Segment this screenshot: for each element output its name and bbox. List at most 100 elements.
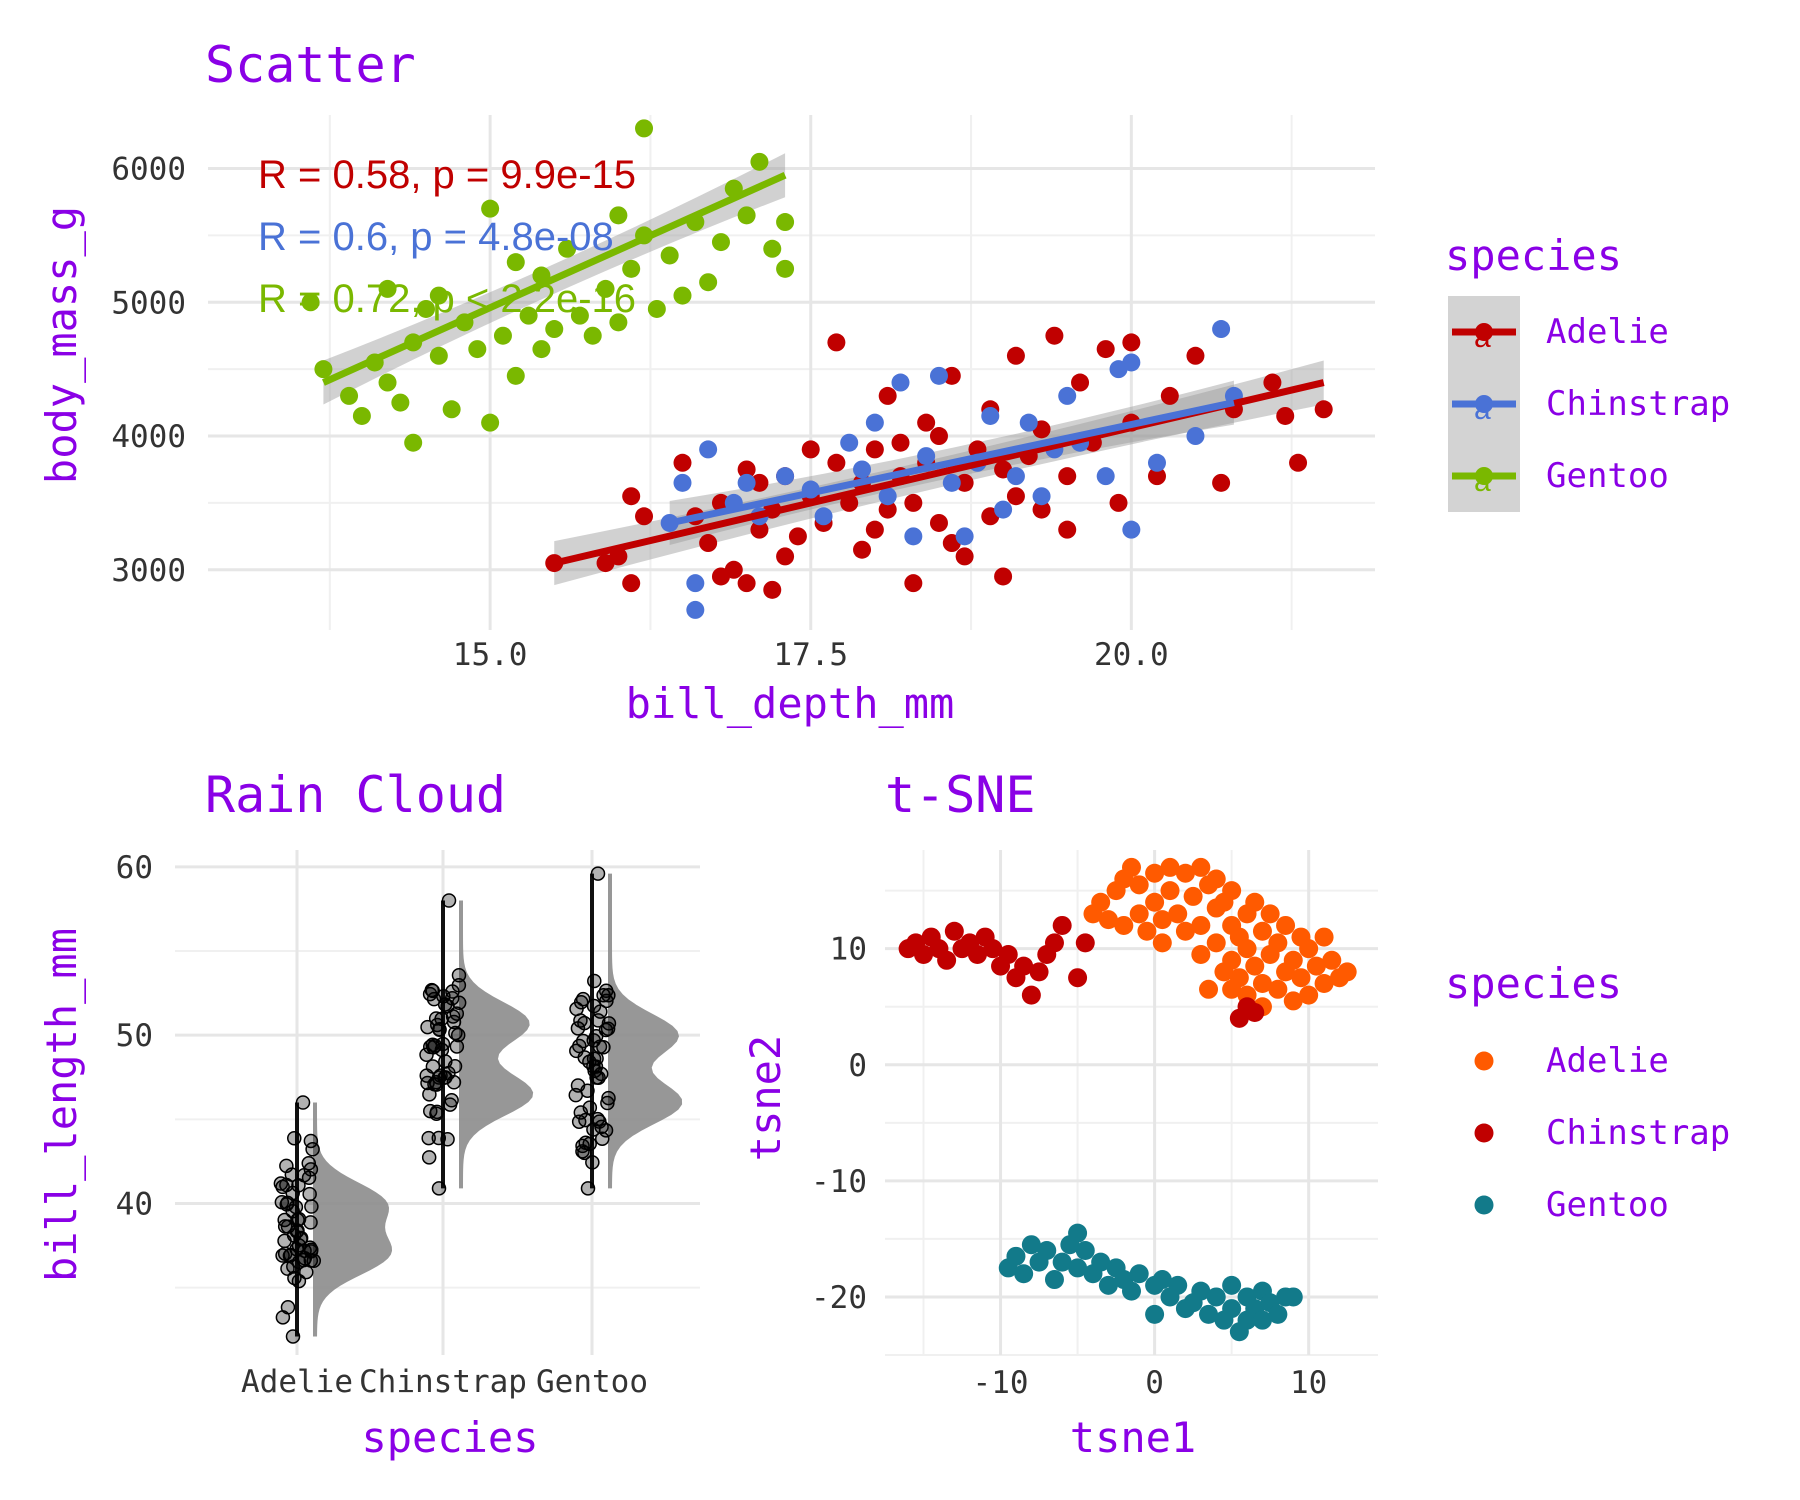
tsne-y-tick-label: -10 bbox=[811, 1164, 867, 1200]
scatter-point-chinstrap bbox=[686, 574, 705, 593]
jitter-point-adelie bbox=[291, 1273, 307, 1289]
scatter-point-chinstrap bbox=[865, 413, 884, 432]
scatter-point-chinstrap bbox=[1186, 427, 1205, 446]
scatter-x-tick-label: 17.5 bbox=[773, 637, 848, 673]
jitter-point-chinstrap bbox=[431, 1181, 447, 1196]
scatter-point-chinstrap bbox=[1032, 487, 1051, 506]
tsne-point-adelie bbox=[1276, 915, 1296, 935]
tsne-point-adelie bbox=[1322, 950, 1342, 970]
tsne-point-adelie bbox=[1191, 944, 1211, 964]
tsne-point-adelie bbox=[1175, 863, 1195, 883]
tsne-point-adelie bbox=[1129, 875, 1149, 895]
scatter-point-gentoo bbox=[622, 259, 641, 278]
tsne-point-adelie bbox=[1222, 950, 1242, 970]
scatter-point-chinstrap bbox=[776, 467, 795, 486]
tsne-point-adelie bbox=[1245, 956, 1265, 976]
tsne-legend: species Adelie Chinstrap Gentoo bbox=[1445, 959, 1730, 1225]
scatter-point-adelie bbox=[942, 366, 961, 385]
raincloud-x-tick-label: Adelie bbox=[241, 1364, 353, 1400]
tsne-point-gentoo bbox=[1068, 1258, 1088, 1278]
tsne-point-adelie bbox=[1206, 933, 1226, 953]
scatter-point-adelie bbox=[737, 460, 756, 479]
tsne-point-adelie bbox=[1306, 956, 1326, 976]
jitter-point-gentoo bbox=[580, 1181, 596, 1196]
raincloud-tick-labels: 40 50 60 Adelie Chinstrap Gentoo bbox=[116, 850, 648, 1400]
scatter-point-adelie bbox=[827, 333, 846, 352]
scatter-point-gentoo bbox=[776, 259, 795, 278]
scatter-point-gentoo bbox=[647, 299, 666, 318]
tsne-legend-title: species bbox=[1445, 959, 1622, 1008]
jitter-point-chinstrap bbox=[449, 1039, 465, 1054]
tsne-legend-keys bbox=[1474, 1051, 1494, 1215]
scatter-point-adelie bbox=[750, 473, 769, 492]
jitter-point-chinstrap bbox=[429, 1106, 444, 1121]
raincloud-x-axis-title: species bbox=[361, 1413, 538, 1462]
tsne-point-adelie bbox=[1145, 863, 1165, 883]
tsne-point-adelie bbox=[1299, 939, 1319, 959]
scatter-point-adelie bbox=[904, 493, 923, 512]
scatter-point-gentoo bbox=[468, 340, 487, 359]
scatter-point-chinstrap bbox=[1058, 386, 1077, 405]
tsne-point-adelie bbox=[1152, 933, 1172, 953]
regression-line-gentoo bbox=[321, 172, 787, 386]
jitter-point-chinstrap bbox=[438, 1070, 453, 1085]
tsne-point-gentoo bbox=[1222, 1275, 1242, 1295]
scatter-fit-lines bbox=[321, 172, 1325, 567]
tsne-point-gentoo bbox=[1252, 1310, 1272, 1330]
legend-key-glyph: a bbox=[1474, 321, 1491, 354]
tsne-point-adelie bbox=[1299, 985, 1319, 1005]
jitter-point-adelie bbox=[284, 1167, 300, 1182]
scatter-point-gentoo bbox=[699, 273, 718, 292]
tsne-x-tick-label: 10 bbox=[1290, 1365, 1327, 1401]
tsne-point-adelie bbox=[1091, 892, 1111, 912]
scatter-point-gentoo bbox=[545, 320, 564, 339]
jitter-point-adelie bbox=[287, 1130, 302, 1146]
tsne-point-gentoo bbox=[1122, 1281, 1141, 1301]
tsne-point-gentoo bbox=[1044, 1270, 1064, 1290]
raincloud-y-tick-label: 60 bbox=[116, 850, 153, 886]
jitter-point-chinstrap bbox=[432, 1022, 447, 1038]
scatter-legend-keys: a a a bbox=[1452, 321, 1516, 498]
tsne-point-chinstrap bbox=[1052, 915, 1072, 935]
tsne-point-adelie bbox=[1252, 921, 1272, 941]
tsne-point-adelie bbox=[1283, 950, 1303, 970]
scatter-point-gentoo bbox=[378, 373, 397, 392]
jitter-point-gentoo bbox=[580, 1083, 595, 1098]
tsne-point-adelie bbox=[1337, 962, 1357, 982]
scatter-point-adelie bbox=[724, 560, 743, 579]
scatter-tick-labels: 15.0 17.5 20.0 3000 4000 5000 6000 bbox=[111, 152, 1168, 673]
tsne-point-adelie bbox=[1168, 904, 1188, 924]
jitter-point-chinstrap bbox=[451, 978, 467, 993]
scatter-point-gentoo bbox=[596, 279, 615, 298]
tsne-legend-key-gentoo bbox=[1474, 1195, 1494, 1215]
scatter-point-adelie bbox=[1045, 326, 1064, 345]
tsne-point-adelie bbox=[1245, 892, 1265, 912]
jitter-point-gentoo bbox=[592, 1114, 607, 1129]
tsne-point-gentoo bbox=[1068, 1223, 1088, 1243]
scatter-point-chinstrap bbox=[1096, 467, 1115, 486]
scatter-point-gentoo bbox=[519, 306, 538, 325]
raincloud-title: Rain Cloud bbox=[205, 766, 506, 824]
scatter-y-axis-title: body_mass_g bbox=[37, 206, 86, 484]
scatter-legend-title: species bbox=[1445, 231, 1622, 280]
scatter-legend-label-gentoo: Gentoo bbox=[1546, 456, 1669, 496]
tsne-point-adelie bbox=[1137, 921, 1157, 941]
scatter-point-adelie bbox=[737, 574, 756, 593]
scatter-x-axis-title: bill_depth_mm bbox=[626, 679, 955, 728]
scatter-point-adelie bbox=[788, 527, 807, 546]
jitter-point-adelie bbox=[297, 1243, 312, 1259]
scatter-point-gentoo bbox=[429, 286, 448, 305]
jitter-point-adelie bbox=[283, 1247, 298, 1263]
scatter-point-chinstrap bbox=[1006, 467, 1025, 486]
jitter-point-gentoo bbox=[594, 1131, 610, 1147]
jitter-point-chinstrap bbox=[441, 893, 457, 908]
tsne-tick-labels: -10 0 10 -20 -10 0 10 bbox=[811, 932, 1327, 1401]
scatter-point-chinstrap bbox=[737, 473, 756, 492]
scatter-panel: Scatter 15.0 17.5 20.0 3000 4000 5000 6000 R =… bbox=[37, 36, 1730, 728]
tsne-point-gentoo bbox=[1014, 1264, 1034, 1284]
scatter-legend: species a a a Adelie Chinstrap Gentoo bbox=[1445, 231, 1730, 512]
scatter-point-adelie bbox=[673, 453, 692, 472]
scatter-point-gentoo bbox=[314, 360, 333, 379]
tsne-point-gentoo bbox=[1206, 1287, 1226, 1307]
